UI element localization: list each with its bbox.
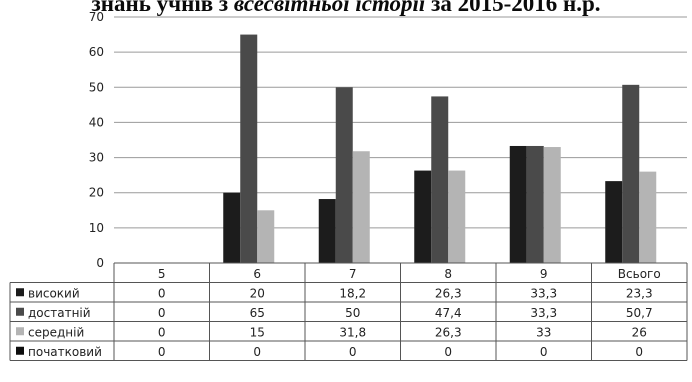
data-label: 20 — [250, 286, 265, 300]
data-label: 0 — [158, 306, 166, 320]
data-label: 18,2 — [339, 286, 366, 300]
bar-3-7 — [352, 151, 370, 263]
bar-3-Всього — [639, 171, 657, 263]
title-part-1: знань учнів з — [91, 0, 234, 16]
data-label: 23,3 — [626, 286, 653, 300]
y-tick-label: 40 — [89, 115, 104, 129]
bar-2-9 — [526, 145, 544, 263]
y-tick-label: 50 — [89, 80, 104, 94]
bar-1-6 — [223, 192, 241, 263]
data-label: 33,3 — [530, 306, 557, 320]
data-label: 33,3 — [530, 286, 557, 300]
legend-label-2: достатній — [28, 306, 91, 320]
title-part-2: всесвітньої історії — [233, 0, 426, 16]
x-category-label: 7 — [349, 267, 357, 281]
data-label: 0 — [253, 345, 261, 359]
bar-3-8 — [448, 170, 466, 263]
legend-key-2 — [16, 307, 24, 316]
data-label: 26,3 — [435, 325, 462, 339]
x-category-label: 6 — [253, 267, 261, 281]
x-category-label: 9 — [540, 267, 548, 281]
data-label: 0 — [158, 345, 166, 359]
title-part-3: за 2015-2016 н.р. — [425, 0, 601, 16]
x-category-label: 5 — [158, 267, 166, 281]
y-tick-label: 30 — [89, 151, 104, 165]
bar-1-8 — [414, 170, 432, 263]
y-tick-label: 10 — [89, 221, 104, 235]
y-tick-label: 70 — [89, 10, 104, 24]
x-category-label: Всього — [618, 267, 661, 281]
data-label: 26 — [632, 325, 647, 339]
legend-key-3 — [16, 327, 24, 336]
data-label: 50,7 — [626, 306, 653, 320]
legend-key-1 — [16, 288, 24, 297]
data-label: 26,3 — [435, 286, 462, 300]
data-label: 15 — [250, 325, 265, 339]
y-tick-label: 60 — [89, 45, 104, 59]
bar-2-Всього — [622, 84, 640, 263]
bar-2-6 — [240, 34, 258, 264]
legend-label-3: середній — [28, 325, 84, 339]
legend-key-4 — [16, 346, 24, 355]
bar-1-7 — [318, 199, 336, 263]
data-label: 33 — [536, 325, 551, 339]
y-tick-label: 20 — [89, 186, 104, 200]
data-label: 47,4 — [435, 306, 462, 320]
data-label: 0 — [444, 345, 452, 359]
chart-title: знань учнів з всесвітньої історії за 201… — [0, 0, 692, 17]
bar-1-Всього — [605, 181, 623, 263]
data-label: 65 — [250, 306, 265, 320]
data-label: 0 — [540, 345, 548, 359]
y-tick-label: 0 — [96, 256, 104, 270]
bar-3-6 — [257, 210, 275, 263]
data-label: 0 — [158, 286, 166, 300]
legend-label-1: високий — [28, 286, 80, 300]
bar-2-8 — [431, 96, 449, 264]
data-label: 31,8 — [339, 325, 366, 339]
data-label: 50 — [345, 306, 360, 320]
legend-label-4: початковий — [28, 345, 102, 359]
bar-1-9 — [509, 145, 527, 263]
x-category-label: 8 — [444, 267, 452, 281]
data-label: 0 — [158, 325, 166, 339]
bar-2-7 — [335, 87, 353, 264]
data-label: 0 — [349, 345, 357, 359]
bar-3-9 — [543, 147, 561, 263]
data-label: 0 — [635, 345, 643, 359]
